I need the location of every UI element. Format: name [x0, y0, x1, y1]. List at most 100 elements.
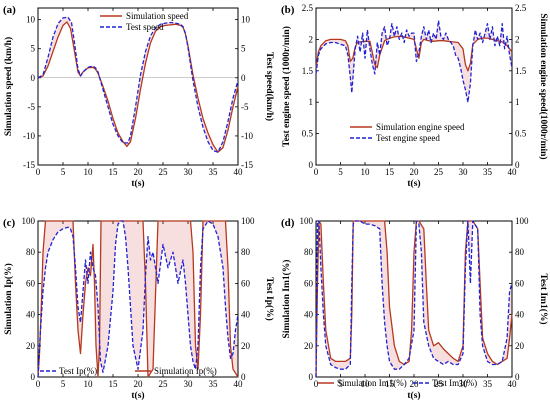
- y-left-tick-label: 40: [304, 310, 314, 320]
- y-left-tick-label: 80: [26, 247, 36, 257]
- x-tick-label: 0: [36, 379, 41, 389]
- y-left-tick-label: 0: [31, 372, 36, 382]
- legend-label: Test speed: [126, 22, 164, 32]
- x-tick-label: 15: [385, 379, 395, 389]
- y-right-tick-label: 2: [515, 34, 520, 44]
- y-left-tick-label: 0: [309, 160, 314, 170]
- y-right-tick-label: 20: [515, 341, 525, 351]
- x-tick-label: 0: [314, 167, 319, 177]
- x-tick-label: 25: [434, 379, 444, 389]
- x-tick-label: 10: [361, 167, 371, 177]
- y-right-tick-label: 1: [515, 97, 520, 107]
- y-right-tick-label: 5: [241, 44, 246, 54]
- y-right-tick-label: 0: [515, 372, 520, 382]
- x-tick-label: 25: [434, 167, 444, 177]
- y-left-tick-label: -5: [28, 102, 36, 112]
- legend-label: Simulation speed: [126, 11, 189, 21]
- y-left-tick-label: 10: [26, 15, 36, 25]
- x-tick-label: 40: [508, 379, 518, 389]
- y-left-tick-label: 100: [300, 216, 314, 226]
- x-tick-label: 5: [61, 167, 66, 177]
- panel-1: 0 5 10 15 20 25 30 35 4000.511.522.500.511.522.5…: [281, 3, 549, 189]
- legend: Simulation Im1(%) Test Im1(%): [318, 378, 477, 388]
- y-left-tick-label: 5: [31, 44, 36, 54]
- y-left-tick-label: -10: [23, 131, 35, 141]
- series-line-simulation: [315, 35, 513, 72]
- x-tick-label: 0: [314, 379, 319, 389]
- y-right-tick-label: 60: [515, 278, 525, 288]
- y-left-tick-label: 60: [304, 278, 314, 288]
- y-left-tick-label: 80: [304, 247, 314, 257]
- panel-tag: (a): [3, 4, 16, 16]
- y-right-tick-label: 100: [515, 216, 529, 226]
- x-tick-label: 5: [338, 167, 343, 177]
- y-right-tick-label: 0: [241, 73, 246, 83]
- panel-3: 0 5 10 15 20 25 30 35 40020406080100020406080100…: [281, 216, 549, 401]
- x-tick-label: 30: [184, 167, 194, 177]
- y-right-tick-label: 20: [241, 341, 251, 351]
- panel-tag: (d): [281, 217, 295, 229]
- y-left-tick-label: 2.5: [302, 3, 314, 13]
- legend-label: Test engine speed: [376, 133, 440, 143]
- y-right-tick-label: 10: [241, 15, 251, 25]
- x-tick-label: 5: [61, 379, 66, 389]
- x-tick-label: 25: [159, 167, 169, 177]
- y-left-axis-title: Simulation Im1(%): [281, 260, 292, 339]
- x-tick-label: 35: [209, 167, 219, 177]
- panel-2: 0 5 10 15 20 25 30 35 40020406080100020406080100…: [3, 216, 275, 401]
- y-left-tick-label: 40: [26, 310, 36, 320]
- x-tick-label: 30: [459, 379, 469, 389]
- x-tick-label: 30: [459, 167, 469, 177]
- y-right-axis-title: Simulation engine speed(1000r/min): [538, 13, 549, 159]
- x-tick-label: 35: [483, 167, 493, 177]
- x-tick-label: 40: [508, 167, 518, 177]
- series-line-simulation: [37, 21, 239, 153]
- y-right-tick-label: 1.5: [515, 66, 527, 76]
- series-line-simulation: [315, 220, 513, 378]
- y-right-tick-label: 0: [241, 372, 246, 382]
- legend-label: Simulation engine speed: [376, 122, 465, 132]
- x-axis-title: t(s): [131, 178, 144, 189]
- y-left-axis-title: Simulation Ip(%): [3, 263, 14, 335]
- series-line-test: [37, 220, 239, 378]
- y-right-tick-label: 80: [515, 247, 525, 257]
- legend-label: Simulation Ip(%): [154, 366, 217, 376]
- y-right-axis-title: Test Ip(%): [264, 277, 275, 321]
- x-tick-label: 5: [338, 379, 343, 389]
- x-axis-title: t(s): [131, 390, 144, 401]
- x-tick-label: 40: [234, 167, 244, 177]
- y-left-tick-label: 0: [31, 73, 36, 83]
- x-tick-label: 10: [361, 379, 371, 389]
- y-right-tick-label: 80: [241, 247, 251, 257]
- x-tick-label: 15: [109, 167, 119, 177]
- x-axis-title: t(s): [407, 178, 420, 189]
- y-right-tick-label: 40: [515, 310, 525, 320]
- panel-tag: (c): [3, 217, 16, 229]
- deviation-band: [316, 221, 512, 377]
- y-right-tick-label: -15: [241, 160, 253, 170]
- legend-label: Test Im1(%): [432, 378, 477, 388]
- x-axis-title: t(s): [407, 390, 420, 401]
- y-right-tick-label: 2.5: [515, 3, 527, 13]
- y-right-tick-label: 0.5: [515, 129, 527, 139]
- x-tick-label: 0: [36, 167, 41, 177]
- y-left-tick-label: 1: [309, 97, 314, 107]
- y-right-tick-label: -5: [241, 102, 249, 112]
- y-left-tick-label: 60: [26, 278, 36, 288]
- deviation-band: [38, 221, 238, 377]
- y-left-tick-label: -15: [23, 160, 35, 170]
- y-left-tick-label: 20: [304, 341, 314, 351]
- y-left-axis-title: Simulation speed (km/h): [3, 37, 14, 136]
- x-tick-label: 35: [483, 379, 493, 389]
- y-left-tick-label: 20: [26, 341, 36, 351]
- panel-tag: (b): [281, 4, 295, 16]
- legend-label: Test Ip(%): [59, 366, 97, 376]
- x-tick-label: 25: [159, 379, 169, 389]
- x-tick-label: 10: [84, 379, 94, 389]
- series-line-test: [315, 19, 513, 103]
- x-tick-label: 40: [234, 379, 244, 389]
- series-line-test: [37, 16, 239, 153]
